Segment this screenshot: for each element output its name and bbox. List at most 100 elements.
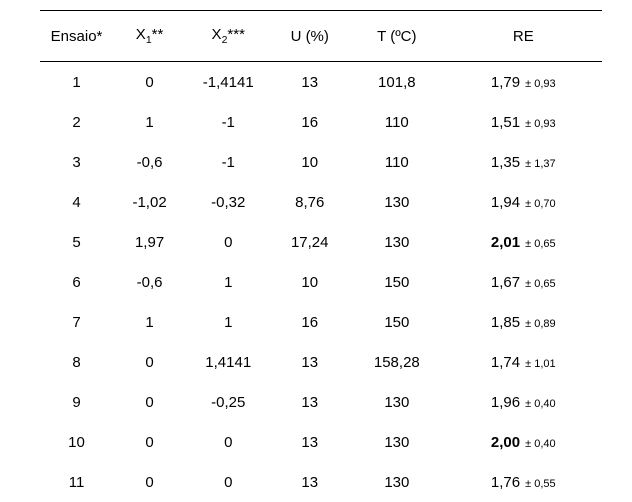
cell-u: 13 xyxy=(270,382,349,422)
cell-u: 16 xyxy=(270,102,349,142)
cell-x2: -0,32 xyxy=(186,182,270,222)
cell-re: 1,79 ± 0,93 xyxy=(445,62,602,103)
col-header-x2: X2*** xyxy=(186,11,270,62)
re-value: 1,35 xyxy=(491,154,520,171)
table-header-row: Ensaio* X1** X2*** U (%) T (ºC) RE xyxy=(40,11,602,62)
cell-t: 150 xyxy=(349,302,445,342)
table-row: 6-0,61101501,67 ± 0,65 xyxy=(40,262,602,302)
table-row: 90-0,25131301,96 ± 0,40 xyxy=(40,382,602,422)
cell-ensaio: 6 xyxy=(40,262,113,302)
cell-t: 158,28 xyxy=(349,342,445,382)
cell-u: 13 xyxy=(270,342,349,382)
re-value: 1,74 xyxy=(491,354,520,371)
cell-t: 101,8 xyxy=(349,62,445,103)
cell-x2: 1 xyxy=(186,302,270,342)
cell-t: 110 xyxy=(349,102,445,142)
cell-x2: 1,4141 xyxy=(186,342,270,382)
cell-re: 1,96 ± 0,40 xyxy=(445,382,602,422)
col-header-re: RE xyxy=(445,11,602,62)
cell-ensaio: 4 xyxy=(40,182,113,222)
cell-u: 16 xyxy=(270,302,349,342)
re-error: ± 0,93 xyxy=(522,118,556,130)
data-table: Ensaio* X1** X2*** U (%) T (ºC) RE 10-1,… xyxy=(40,10,602,502)
cell-ensaio: 10 xyxy=(40,422,113,462)
cell-t: 130 xyxy=(349,422,445,462)
cell-t: 130 xyxy=(349,182,445,222)
re-value: 1,96 xyxy=(491,394,520,411)
table-row: 801,414113158,281,74 ± 1,01 xyxy=(40,342,602,382)
table-row: 4-1,02-0,328,761301,94 ± 0,70 xyxy=(40,182,602,222)
re-value: 2,01 xyxy=(491,234,520,251)
cell-x1: 0 xyxy=(113,62,186,103)
table-row: 1100131301,76 ± 0,55 xyxy=(40,462,602,502)
col-header-ensaio: Ensaio* xyxy=(40,11,113,62)
re-error: ± 1,37 xyxy=(522,158,556,170)
cell-ensaio: 9 xyxy=(40,382,113,422)
re-value: 1,67 xyxy=(491,274,520,291)
cell-x1: -1,02 xyxy=(113,182,186,222)
cell-ensaio: 5 xyxy=(40,222,113,262)
re-value: 2,00 xyxy=(491,434,520,451)
cell-x2: 1 xyxy=(186,262,270,302)
cell-t: 150 xyxy=(349,262,445,302)
table-row: 51,97017,241302,01 ± 0,65 xyxy=(40,222,602,262)
col-header-u: U (%) xyxy=(270,11,349,62)
cell-x2: -0,25 xyxy=(186,382,270,422)
re-value: 1,94 xyxy=(491,194,520,211)
re-error: ± 1,01 xyxy=(522,358,556,370)
re-error: ± 0,55 xyxy=(522,478,556,490)
cell-x1: 1,97 xyxy=(113,222,186,262)
cell-re: 1,51 ± 0,93 xyxy=(445,102,602,142)
cell-t: 130 xyxy=(349,222,445,262)
cell-ensaio: 1 xyxy=(40,62,113,103)
cell-re: 1,67 ± 0,65 xyxy=(445,262,602,302)
cell-x2: 0 xyxy=(186,462,270,502)
cell-re: 2,01 ± 0,65 xyxy=(445,222,602,262)
cell-ensaio: 7 xyxy=(40,302,113,342)
cell-re: 2,00 ± 0,40 xyxy=(445,422,602,462)
cell-x2: -1,4141 xyxy=(186,62,270,103)
cell-u: 10 xyxy=(270,142,349,182)
table-row: 21-1161101,51 ± 0,93 xyxy=(40,102,602,142)
cell-t: 110 xyxy=(349,142,445,182)
cell-re: 1,35 ± 1,37 xyxy=(445,142,602,182)
cell-u: 13 xyxy=(270,62,349,103)
cell-ensaio: 11 xyxy=(40,462,113,502)
cell-re: 1,94 ± 0,70 xyxy=(445,182,602,222)
col-header-t: T (ºC) xyxy=(349,11,445,62)
cell-re: 1,74 ± 1,01 xyxy=(445,342,602,382)
cell-u: 17,24 xyxy=(270,222,349,262)
cell-x1: 0 xyxy=(113,462,186,502)
cell-x2: 0 xyxy=(186,222,270,262)
cell-ensaio: 3 xyxy=(40,142,113,182)
cell-re: 1,76 ± 0,55 xyxy=(445,462,602,502)
re-error: ± 0,65 xyxy=(522,238,556,250)
cell-u: 13 xyxy=(270,462,349,502)
table-row: 711161501,85 ± 0,89 xyxy=(40,302,602,342)
re-error: ± 0,40 xyxy=(522,438,556,450)
cell-re: 1,85 ± 0,89 xyxy=(445,302,602,342)
cell-u: 10 xyxy=(270,262,349,302)
cell-u: 8,76 xyxy=(270,182,349,222)
re-error: ± 0,65 xyxy=(522,278,556,290)
re-error: ± 0,89 xyxy=(522,318,556,330)
cell-x1: 0 xyxy=(113,382,186,422)
re-value: 1,76 xyxy=(491,474,520,491)
cell-t: 130 xyxy=(349,382,445,422)
table-body: 10-1,414113101,81,79 ± 0,9321-1161101,51… xyxy=(40,62,602,502)
re-error: ± 0,40 xyxy=(522,398,556,410)
re-value: 1,79 xyxy=(491,74,520,91)
table-row: 1000131302,00 ± 0,40 xyxy=(40,422,602,462)
cell-x2: -1 xyxy=(186,102,270,142)
cell-x1: 0 xyxy=(113,422,186,462)
re-value: 1,51 xyxy=(491,114,520,131)
col-header-x1: X1** xyxy=(113,11,186,62)
cell-u: 13 xyxy=(270,422,349,462)
cell-x1: -0,6 xyxy=(113,262,186,302)
cell-ensaio: 2 xyxy=(40,102,113,142)
cell-x1: 1 xyxy=(113,302,186,342)
cell-x1: -0,6 xyxy=(113,142,186,182)
cell-x1: 0 xyxy=(113,342,186,382)
cell-x1: 1 xyxy=(113,102,186,142)
re-error: ± 0,93 xyxy=(522,78,556,90)
